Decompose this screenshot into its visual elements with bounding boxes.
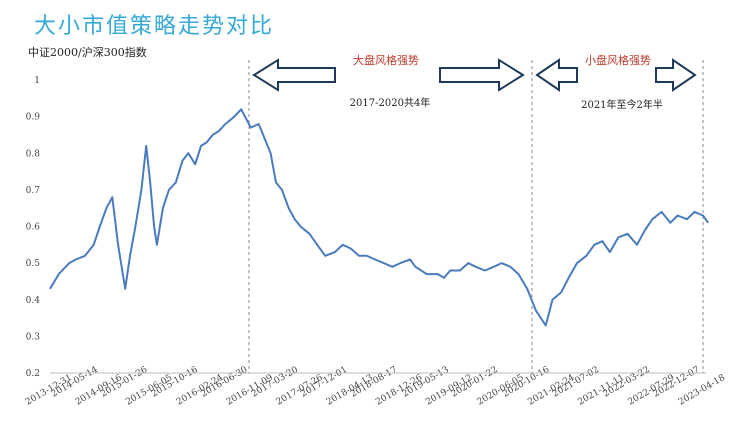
left-arrow-small-cap [535,58,578,92]
large-cap-note: 2017-2020共4年 [350,96,431,109]
chart-title: 大小市值策略走势对比 [34,14,275,39]
y-tick-label: 0.6 [26,223,41,233]
y-tick-label: 1 [34,76,40,86]
small-cap-label: 小盘风格强势 [585,53,651,67]
y-tick-label: 0.8 [26,149,41,159]
y-ticks: 0.2 0.3 0.4 0.5 0.6 0.7 0.8 0.9 1 [26,76,41,379]
right-arrow-small-cap [655,58,697,92]
y-tick-label: 0.4 [26,296,41,306]
right-arrow-large-cap [439,58,525,92]
y-tick-label: 0.3 [26,332,41,342]
large-cap-label: 大盘风格强势 [353,53,419,67]
y-axis-label: 中证2000/沪深300指数 [28,46,147,59]
y-tick-label: 0.2 [26,369,40,379]
series-line [49,108,710,327]
y-tick-label: 0.7 [26,186,41,196]
y-tick-label: 0.5 [26,259,41,269]
small-cap-note: 2021年至今2年半 [581,98,663,111]
x-ticks: 2013-12-312014-05-142014-09-162015-01-26… [24,365,727,408]
left-arrow-large-cap [252,58,336,92]
y-tick-label: 0.9 [26,113,41,123]
